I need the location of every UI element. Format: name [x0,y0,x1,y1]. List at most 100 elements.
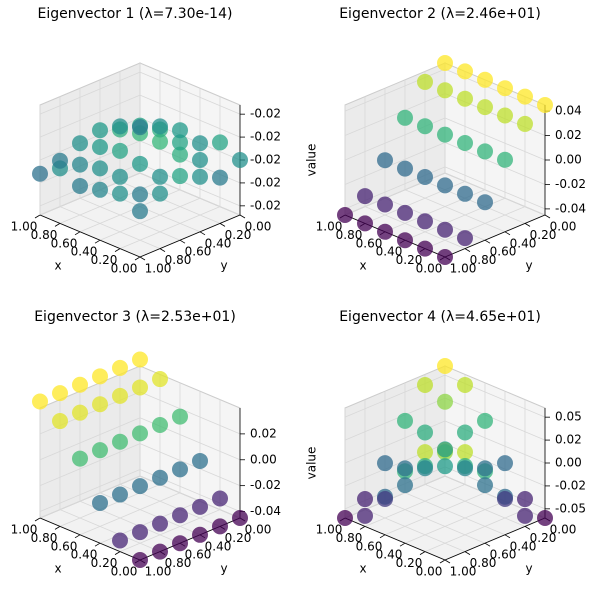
point [477,460,493,477]
tick-mark [139,256,146,261]
point [72,376,88,393]
axis-line [444,517,546,561]
point [457,444,473,461]
y-tick-label: 0.00 [550,523,577,537]
point [377,196,393,213]
z-tick-label: 0.05 [555,410,582,424]
point [112,118,128,135]
x-tick-label: 0.00 [111,262,138,276]
x-tick-label: 0.80 [31,531,58,545]
x-tick-label: 0.00 [111,565,138,579]
z-axis-label: value [305,447,319,480]
tick-mark [114,551,121,555]
y-tick-label: 0.60 [490,548,517,562]
point [72,450,88,467]
point [457,460,473,477]
grid-line [119,509,221,552]
tick-mark [94,239,101,244]
point [477,71,493,88]
point [52,413,68,430]
x-tick-label: 0.60 [51,539,78,553]
point [72,177,88,194]
point [417,118,433,135]
subplot-title: Eigenvector 2 (λ=2.46e+01) [339,6,541,22]
point [52,385,68,402]
point [172,507,188,524]
point [152,168,168,185]
subplot: 0.000.200.400.600.801.00 0.000.200.400.60… [316,6,586,276]
y-tick-label: 1.00 [450,565,477,579]
z-tick-label: -0.04 [555,201,586,215]
axis-line [39,517,141,561]
tick-mark [159,248,166,252]
point [497,455,513,472]
y-tick-label: 0.20 [225,531,252,545]
y-tick-label: 0.00 [550,220,577,234]
y-tick-label: 0.80 [470,253,497,267]
grid-line [39,71,141,115]
tick-mark [239,214,246,219]
point [477,99,493,116]
x-tick-label: 0.80 [31,228,58,242]
tick-mark [444,559,451,564]
tick-mark [219,223,226,227]
point [132,203,148,220]
point [457,135,473,152]
point [357,188,373,205]
grid-line [139,443,241,487]
x-tick-label: 0.20 [396,556,423,570]
y-tick-label: 0.20 [530,531,557,545]
z-tick-label: -0.02 [250,198,281,212]
point [192,498,208,515]
point [212,134,228,151]
grid-line [99,197,201,241]
grid-line [424,509,526,552]
point [172,122,188,139]
point [477,412,493,429]
z-tick-label: -0.02 [250,107,281,121]
point [132,186,148,203]
x-tick-label: 0.40 [376,548,403,562]
x-tick-label: 1.00 [11,220,38,234]
point [497,107,513,124]
point [112,359,128,376]
point [397,160,413,177]
y-tick-label: 0.40 [510,236,537,250]
tick-mark [484,542,491,547]
x-tick-label: 0.20 [91,556,118,570]
x-tick-label: 0.20 [396,253,423,267]
y-tick-label: 0.60 [185,245,212,259]
point [377,223,393,240]
point [232,510,248,526]
point [92,368,108,385]
point [72,404,88,421]
point [132,524,148,541]
point [437,249,453,265]
point [417,444,433,461]
tick-mark [464,551,471,555]
point [337,510,353,526]
x-tick-label: 0.40 [71,245,98,259]
point [337,207,353,223]
point [457,424,473,441]
y-tick-label: 0.60 [490,245,517,259]
tick-mark [74,534,81,539]
point [52,152,68,169]
point [92,181,108,198]
point [92,160,108,177]
x-tick-label: 0.20 [91,253,118,267]
point [377,491,393,508]
grid-line [444,166,546,210]
y-axis-label: y [525,259,532,273]
tick-mark [34,214,41,219]
x-axis-label: x [54,562,61,576]
point [437,358,453,374]
grid-line [119,206,221,249]
point [437,126,453,143]
point [537,97,553,113]
tick-mark [134,256,141,261]
point [537,510,553,526]
point [112,142,128,159]
point [457,185,473,202]
